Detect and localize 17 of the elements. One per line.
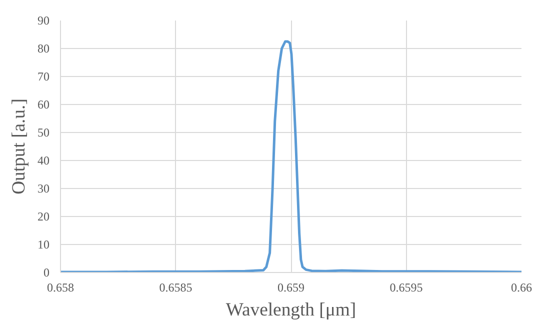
y-tick-label: 90 <box>38 14 50 28</box>
x-tick-label: 0.6585 <box>159 280 192 294</box>
y-tick-label: 40 <box>38 154 50 168</box>
x-tick-label: 0.6595 <box>390 280 423 294</box>
x-axis-title: Wavelength [μm] <box>226 300 356 320</box>
x-tick-label: 0.658 <box>47 280 74 294</box>
y-tick-label: 70 <box>38 70 50 84</box>
y-axis-title: Output [a.u.] <box>8 98 30 194</box>
x-tick-label: 0.66 <box>511 280 532 294</box>
y-tick-label: 0 <box>44 266 50 280</box>
y-tick-label: 60 <box>38 98 50 112</box>
y-tick-label: 80 <box>38 42 50 56</box>
y-tick-label: 50 <box>38 126 50 140</box>
x-tick-label: 0.659 <box>278 280 304 294</box>
y-tick-label: 20 <box>38 210 50 224</box>
y-tick-label: 30 <box>38 182 50 196</box>
y-tick-label: 10 <box>38 238 50 252</box>
